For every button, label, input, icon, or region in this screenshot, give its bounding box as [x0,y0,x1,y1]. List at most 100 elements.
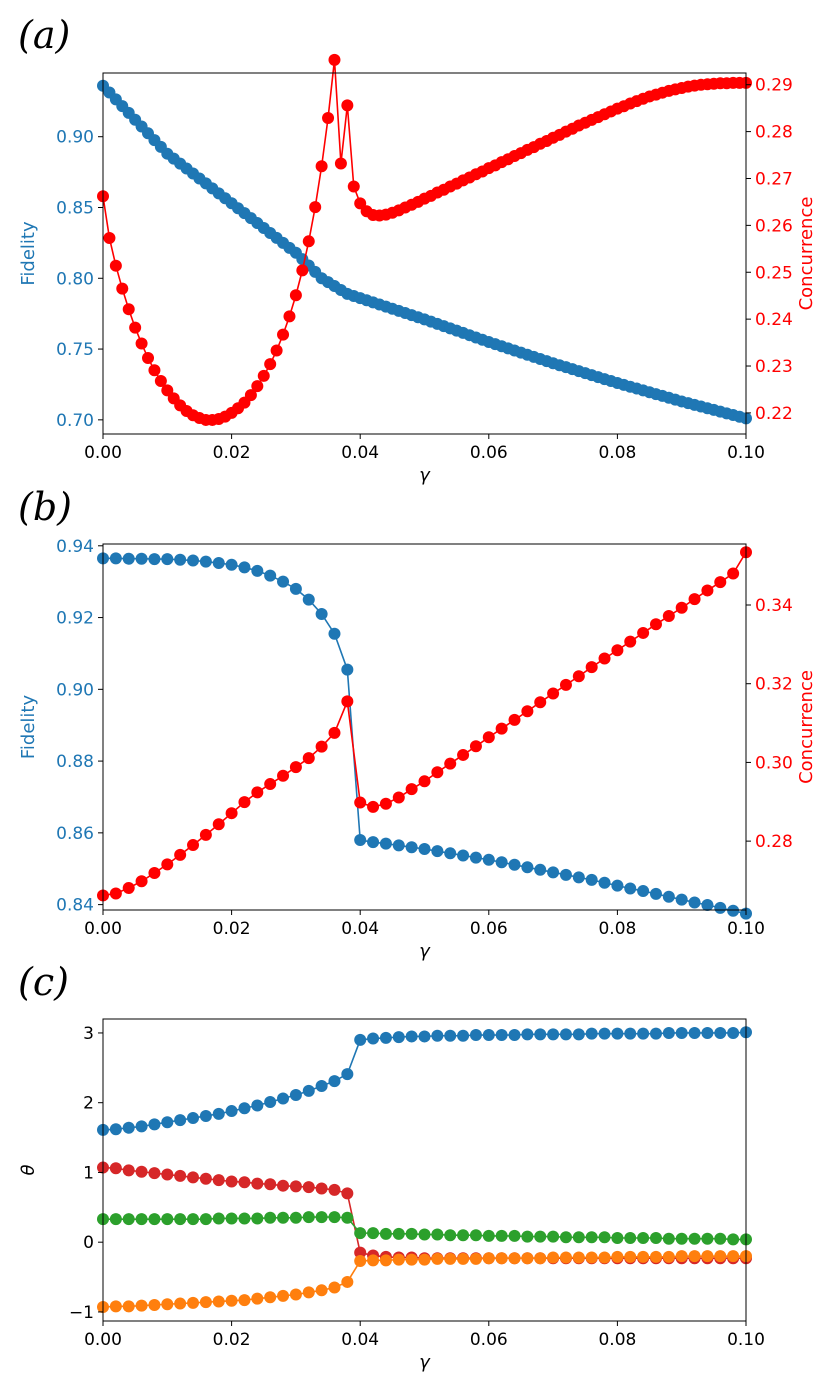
data-point-concurrence [572,670,585,683]
data-point-θ1 [585,1027,598,1040]
data-point-θ4 [379,1254,392,1267]
data-point-concurrence [675,601,688,614]
data-point-θ3 [238,1212,251,1225]
data-point-θ3 [148,1213,161,1226]
data-point-fidelity [611,879,624,892]
y2-axis-label: Concurrence [796,670,817,784]
data-point-fidelity [174,553,187,566]
data-point-θ4 [328,1281,341,1294]
data-point-θ1 [212,1107,225,1120]
data-point-θ2 [161,1168,174,1181]
data-point-θ3 [392,1227,405,1240]
data-point-concurrence [559,678,572,691]
data-point-concurrence [174,848,187,861]
y2-tick-label: 0.30 [755,753,793,773]
data-point-θ1 [367,1032,380,1045]
data-point-concurrence [148,867,161,880]
data-point-θ1 [482,1029,495,1042]
data-point-θ3 [302,1211,315,1224]
data-point-θ1 [611,1027,624,1040]
data-point-concurrence [187,839,200,852]
data-point-θ3 [199,1213,212,1226]
data-point-fidelity [727,904,740,917]
series-line-θ2 [102,1166,746,1260]
data-point-θ1 [135,1120,148,1133]
data-point-θ4 [251,1292,264,1305]
y-tick-label: 0.85 [56,198,94,218]
y-tick-label: 0 [83,1233,94,1253]
data-point-θ4 [238,1294,251,1307]
x-tick-label: 0.08 [598,919,636,939]
data-point-concurrence [431,766,444,779]
y-axis-label: θ [18,1164,39,1175]
data-point-fidelity [405,841,418,854]
y-tick-label: 0.84 [56,896,94,916]
data-point-θ3 [161,1213,174,1226]
plot-frame [102,72,747,435]
data-point-concurrence [334,157,347,170]
data-point-θ1 [418,1030,431,1043]
data-point-concurrence [277,328,290,341]
data-point-θ3 [547,1230,560,1243]
y-tick-label: 0.94 [56,537,94,557]
data-point-fidelity [354,834,367,847]
data-point-fidelity [469,851,482,864]
data-point-θ1 [495,1029,508,1042]
data-point-θ3 [225,1212,238,1225]
data-point-θ4 [367,1254,380,1267]
data-point-concurrence [347,180,360,193]
data-point-θ1 [624,1027,637,1040]
data-point-θ3 [109,1213,122,1226]
data-point-θ3 [289,1211,302,1224]
data-point-concurrence [662,610,675,623]
data-point-concurrence [225,807,238,820]
data-point-θ1 [469,1029,482,1042]
data-point-concurrence [315,160,328,173]
y-axis-label: Fidelity [18,221,39,286]
data-point-θ2 [212,1174,225,1187]
y-tick-label: 0.86 [56,824,94,844]
data-point-fidelity [148,553,161,566]
y-tick-label: 0.90 [56,128,94,148]
x-tick-label: 0.04 [341,919,379,939]
data-point-θ2 [277,1179,290,1192]
panel-a: (a) 0.00 0.02 0.04 0.06 0.08 0.10 γ 0.70 0.75 0.80… [18,13,817,486]
data-point-θ4 [135,1299,148,1312]
data-point-concurrence [199,828,212,841]
data-point-θ2 [135,1165,148,1178]
data-point-fidelity [264,569,277,582]
data-point-θ1 [379,1031,392,1044]
data-point-concurrence [142,352,155,365]
plot-frame [102,543,747,911]
data-point-concurrence [116,282,129,295]
y2-tick-label: 0.24 [755,310,793,330]
data-point-fidelity [598,876,611,889]
data-point-θ1 [225,1105,238,1118]
data-point-concurrence [309,201,322,214]
data-point-θ3 [444,1229,457,1242]
data-point-concurrence [161,384,174,397]
data-point-θ3 [559,1231,572,1244]
data-point-fidelity [559,868,572,881]
data-point-θ3 [277,1211,290,1224]
data-point-concurrence [444,757,457,770]
data-point-θ1 [508,1029,521,1042]
data-point-θ4 [649,1250,662,1263]
data-point-θ4 [547,1251,560,1264]
data-point-concurrence [109,887,122,900]
data-point-concurrence [302,752,315,765]
data-point-θ1 [199,1109,212,1122]
data-point-fidelity [637,884,650,897]
data-point-θ3 [174,1213,187,1226]
data-point-θ1 [161,1116,174,1129]
data-point-θ3 [714,1232,727,1245]
data-point-θ1 [714,1026,727,1039]
x-tick-label: 0.10 [727,919,765,939]
data-point-θ2 [148,1167,161,1180]
data-point-concurrence [322,112,335,125]
data-point-fidelity [457,849,470,862]
y-tick-label: 3 [83,1024,94,1044]
data-point-θ1 [431,1029,444,1042]
data-point-θ3 [212,1212,225,1225]
data-point-θ4 [174,1297,187,1310]
